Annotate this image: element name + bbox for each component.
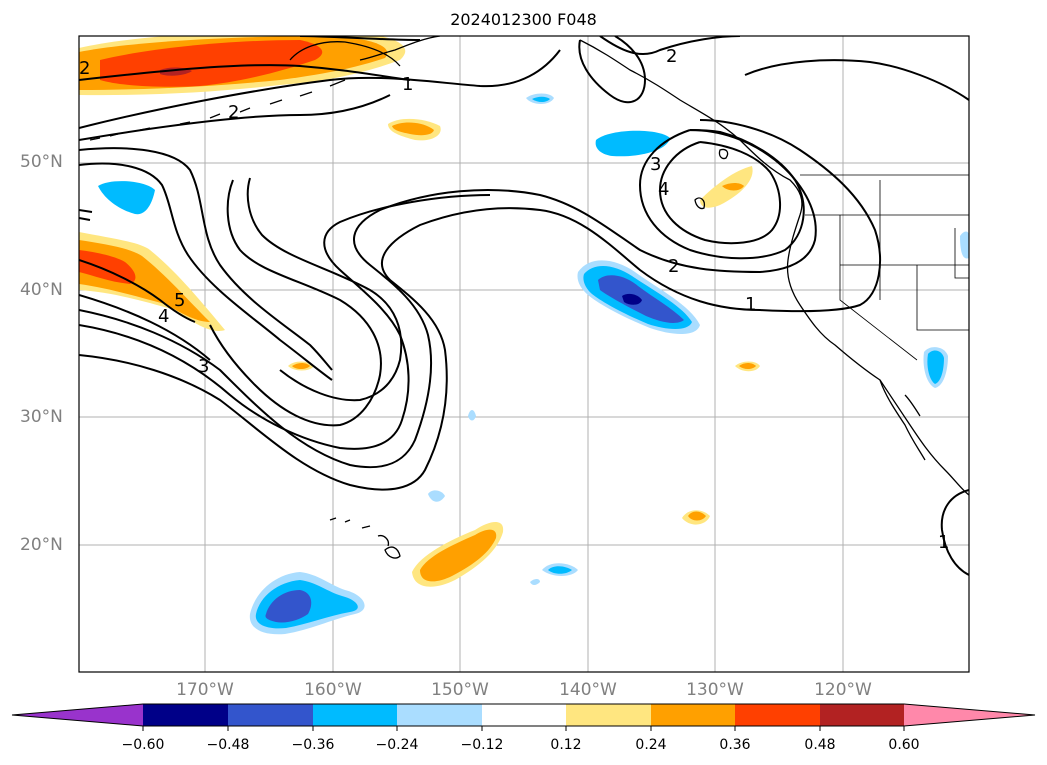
lat-label-40n: 40°N — [20, 280, 63, 300]
contour-line-4 — [79, 162, 333, 381]
contour-label: 5 — [174, 290, 185, 311]
negative-anomaly — [548, 566, 572, 574]
contour-line-1 — [79, 36, 741, 129]
lon-label-130w: 130°W — [686, 680, 744, 700]
coastline-hawaii — [329, 517, 401, 559]
negative-anomaly — [927, 350, 944, 384]
positive-anomaly-west — [79, 250, 136, 284]
contour-line-1 — [79, 119, 881, 491]
contour-line-4 — [209, 179, 382, 427]
colorbar-tick-label: 0.12 — [550, 737, 582, 753]
coastline-islands-bc — [694, 148, 729, 210]
negative-anomaly — [428, 490, 445, 502]
contour-label: 3 — [650, 154, 661, 175]
map-frame — [78, 35, 970, 673]
contour-line-5 — [79, 209, 93, 221]
positive-anomaly-small — [688, 511, 706, 521]
contour-label: 2 — [228, 102, 239, 123]
negative-anomaly-shading — [98, 93, 969, 635]
contour-label: 1 — [745, 294, 756, 315]
colorbar-tick-label: −0.24 — [375, 737, 419, 753]
lon-label-160w: 160°W — [304, 680, 362, 700]
colorbar-bin — [651, 704, 735, 726]
colorbar-extend-low — [12, 704, 143, 726]
positive-anomaly-small — [722, 183, 744, 191]
political-boundaries — [800, 174, 969, 361]
colorbar-tick-label: 0.60 — [888, 737, 920, 753]
coastline-west-coast — [786, 214, 969, 496]
colorbar-tick-label: 0.36 — [719, 737, 751, 753]
negative-anomaly — [960, 231, 969, 259]
contour-label: 1 — [938, 532, 949, 553]
colorbar-bin — [820, 704, 904, 726]
colorbar-bin — [735, 704, 820, 726]
lat-label-30n: 30°N — [20, 407, 63, 427]
negative-anomaly — [532, 96, 550, 102]
lon-label-170w: 170°W — [176, 680, 234, 700]
contour-line-1 — [744, 59, 969, 101]
lat-label-50n: 50°N — [20, 152, 63, 172]
contour-line-4 — [658, 141, 782, 245]
positive-anomaly-nw — [100, 40, 323, 87]
negative-anomaly — [530, 579, 540, 585]
colorbar-tick-label: −0.48 — [206, 737, 250, 753]
contour-label: 1 — [402, 74, 413, 95]
negative-anomaly — [98, 181, 155, 215]
colorbar-bin — [313, 704, 397, 726]
lon-label-120w: 120°W — [814, 680, 872, 700]
contour-line-2 — [79, 129, 817, 469]
colorbar-bin — [228, 704, 313, 726]
colorbar-bin — [143, 704, 228, 726]
contour-line-1 — [79, 64, 411, 81]
contour-label: 4 — [158, 306, 169, 327]
lon-label-150w: 150°W — [431, 680, 489, 700]
contour-label: 2 — [666, 46, 677, 67]
colorbar-bin — [397, 704, 482, 726]
negative-anomaly — [622, 293, 642, 305]
negative-anomaly-hawaii-west — [265, 590, 312, 623]
lon-label-140w: 140°W — [559, 680, 617, 700]
gridlines — [79, 36, 969, 672]
contour-line-1 — [940, 489, 969, 576]
contour-line-5 — [79, 177, 403, 402]
contour-label: 3 — [198, 356, 209, 377]
positive-anomaly-shading — [79, 36, 760, 587]
colorbar-bin — [482, 704, 566, 726]
colorbar-tick-label: −0.36 — [291, 737, 335, 753]
colorbar-extend-high — [904, 704, 1035, 726]
contour-line-2 — [578, 36, 647, 104]
negative-anomaly — [595, 130, 670, 157]
colorbar-tick-label: −0.60 — [121, 737, 165, 753]
colorbar-tick-label: −0.12 — [460, 737, 504, 753]
colorbar-bin — [566, 704, 651, 726]
contour-lines — [79, 36, 969, 576]
map-title: 2024012300 F048 — [450, 10, 597, 29]
contour-label: 2 — [79, 58, 90, 79]
coastline-alaska — [289, 36, 441, 67]
colorbar-tick-label: 0.48 — [804, 737, 836, 753]
negative-anomaly — [468, 410, 476, 421]
positive-anomaly-hawaii-south — [420, 529, 497, 582]
coastline-baja — [879, 379, 926, 461]
contour-line-2 — [79, 94, 391, 141]
state-borders — [805, 180, 969, 361]
colorbar-tick-label: 0.24 — [635, 737, 667, 753]
contour-line-3 — [638, 129, 805, 260]
contour-line-3 — [79, 147, 491, 450]
positive-anomaly-small — [392, 122, 434, 136]
positive-anomaly-small — [739, 363, 756, 369]
positive-anomaly-small — [292, 363, 310, 369]
contour-label: 4 — [658, 179, 669, 200]
contour-labels: 1 1 1 2 2 2 2 3 3 4 4 5 — [79, 46, 949, 553]
colorbar — [11, 703, 1036, 731]
contour-label: 2 — [668, 256, 679, 277]
coastlines — [89, 36, 969, 559]
lat-label-20n: 20°N — [20, 535, 63, 555]
